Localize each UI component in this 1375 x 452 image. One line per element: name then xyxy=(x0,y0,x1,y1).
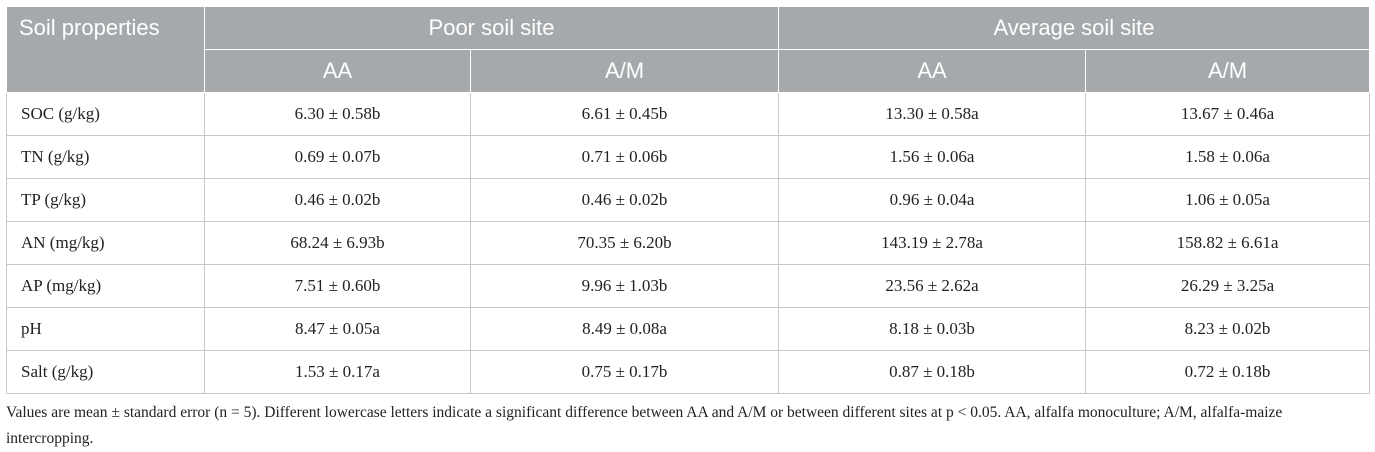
cell: 7.51 ± 0.60b xyxy=(204,264,471,308)
cell: 0.75 ± 0.17b xyxy=(469,350,780,394)
cell: 8.47 ± 0.05a xyxy=(204,307,471,351)
cell: 9.96 ± 1.03b xyxy=(469,264,780,308)
cell: 0.71 ± 0.06b xyxy=(469,135,780,179)
table-row: AP (mg/kg) 7.51 ± 0.60b 9.96 ± 1.03b 23.56 … xyxy=(6,264,1371,308)
table-container: Soil properties Poor soil site Average soi… xyxy=(6,7,1371,452)
corner-header: Soil properties xyxy=(6,7,205,93)
cell: 0.96 ± 0.04a xyxy=(778,178,1087,222)
cell: 1.58 ± 0.06a xyxy=(1085,135,1371,179)
cell: 143.19 ± 2.78a xyxy=(778,221,1087,265)
subheader: AA xyxy=(778,49,1087,93)
cell: 0.87 ± 0.18b xyxy=(778,350,1087,394)
cell: 8.49 ± 0.08a xyxy=(469,307,780,351)
cell: 1.56 ± 0.06a xyxy=(778,135,1087,179)
group-header: Average soil site xyxy=(778,7,1371,50)
cell: 0.72 ± 0.18b xyxy=(1085,350,1371,394)
cell: 26.29 ± 3.25a xyxy=(1085,264,1371,308)
table-row: SOC (g/kg) 6.30 ± 0.58b 6.61 ± 0.45b 13.30 … xyxy=(6,92,1371,136)
row-label: Salt (g/kg) xyxy=(6,350,205,394)
table-row: TP (g/kg) 0.46 ± 0.02b 0.46 ± 0.02b 0.96 ± … xyxy=(6,178,1371,222)
table: Soil properties Poor soil site Average soi… xyxy=(6,7,1371,394)
table-row: AN (mg/kg) 68.24 ± 6.93b 70.35 ± 6.20b 143.… xyxy=(6,221,1371,265)
cell: 68.24 ± 6.93b xyxy=(204,221,471,265)
cell: 0.46 ± 0.02b xyxy=(204,178,471,222)
subheader: A/M xyxy=(469,49,780,93)
cell: 23.56 ± 2.62a xyxy=(778,264,1087,308)
cell: 0.46 ± 0.02b xyxy=(469,178,780,222)
subheader-row: AA A/M AA A/M xyxy=(7,49,1371,93)
row-label: AN (mg/kg) xyxy=(6,221,205,265)
cell: 1.53 ± 0.17a xyxy=(204,350,471,394)
table-header: Soil properties Poor soil site Average soi… xyxy=(6,7,1371,93)
cell: 8.18 ± 0.03b xyxy=(778,307,1087,351)
row-label: TP (g/kg) xyxy=(6,178,205,222)
cell: 8.23 ± 0.02b xyxy=(1085,307,1371,351)
cell: 6.61 ± 0.45b xyxy=(469,92,780,136)
footnote: Values are mean ± standard error (n = 5)… xyxy=(6,404,1283,447)
cell: 158.82 ± 6.61a xyxy=(1085,221,1371,265)
cell: 70.35 ± 6.20b xyxy=(469,221,780,265)
row-label: pH xyxy=(6,307,205,351)
subheader: AA xyxy=(204,49,471,93)
table-row: TN (g/kg) 0.69 ± 0.07b 0.71 ± 0.06b 1.56 ± … xyxy=(6,135,1371,179)
cell: 13.67 ± 0.46a xyxy=(1085,92,1371,136)
table-row: pH 8.47 ± 0.05a 8.49 ± 0.08a 8.18 ± 0.03b 8.… xyxy=(6,307,1371,351)
cell: 6.30 ± 0.58b xyxy=(204,92,471,136)
group-header: Poor soil site xyxy=(203,7,780,50)
row-label: TN (g/kg) xyxy=(6,135,205,179)
row-label: AP (mg/kg) xyxy=(6,264,205,308)
row-label: SOC (g/kg) xyxy=(6,92,205,136)
table-row: Salt (g/kg) 1.53 ± 0.17a 0.75 ± 0.17b 0.87 … xyxy=(6,350,1371,394)
subheader: A/M xyxy=(1085,49,1371,93)
header-row: Soil properties Poor soil site Average soi… xyxy=(6,7,1371,93)
cell: 13.30 ± 0.58a xyxy=(778,92,1087,136)
cell: 0.69 ± 0.07b xyxy=(204,135,471,179)
table-body: SOC (g/kg) 6.30 ± 0.58b 6.61 ± 0.45b 13.30 … xyxy=(6,92,1371,394)
cell: 1.06 ± 0.05a xyxy=(1085,178,1371,222)
